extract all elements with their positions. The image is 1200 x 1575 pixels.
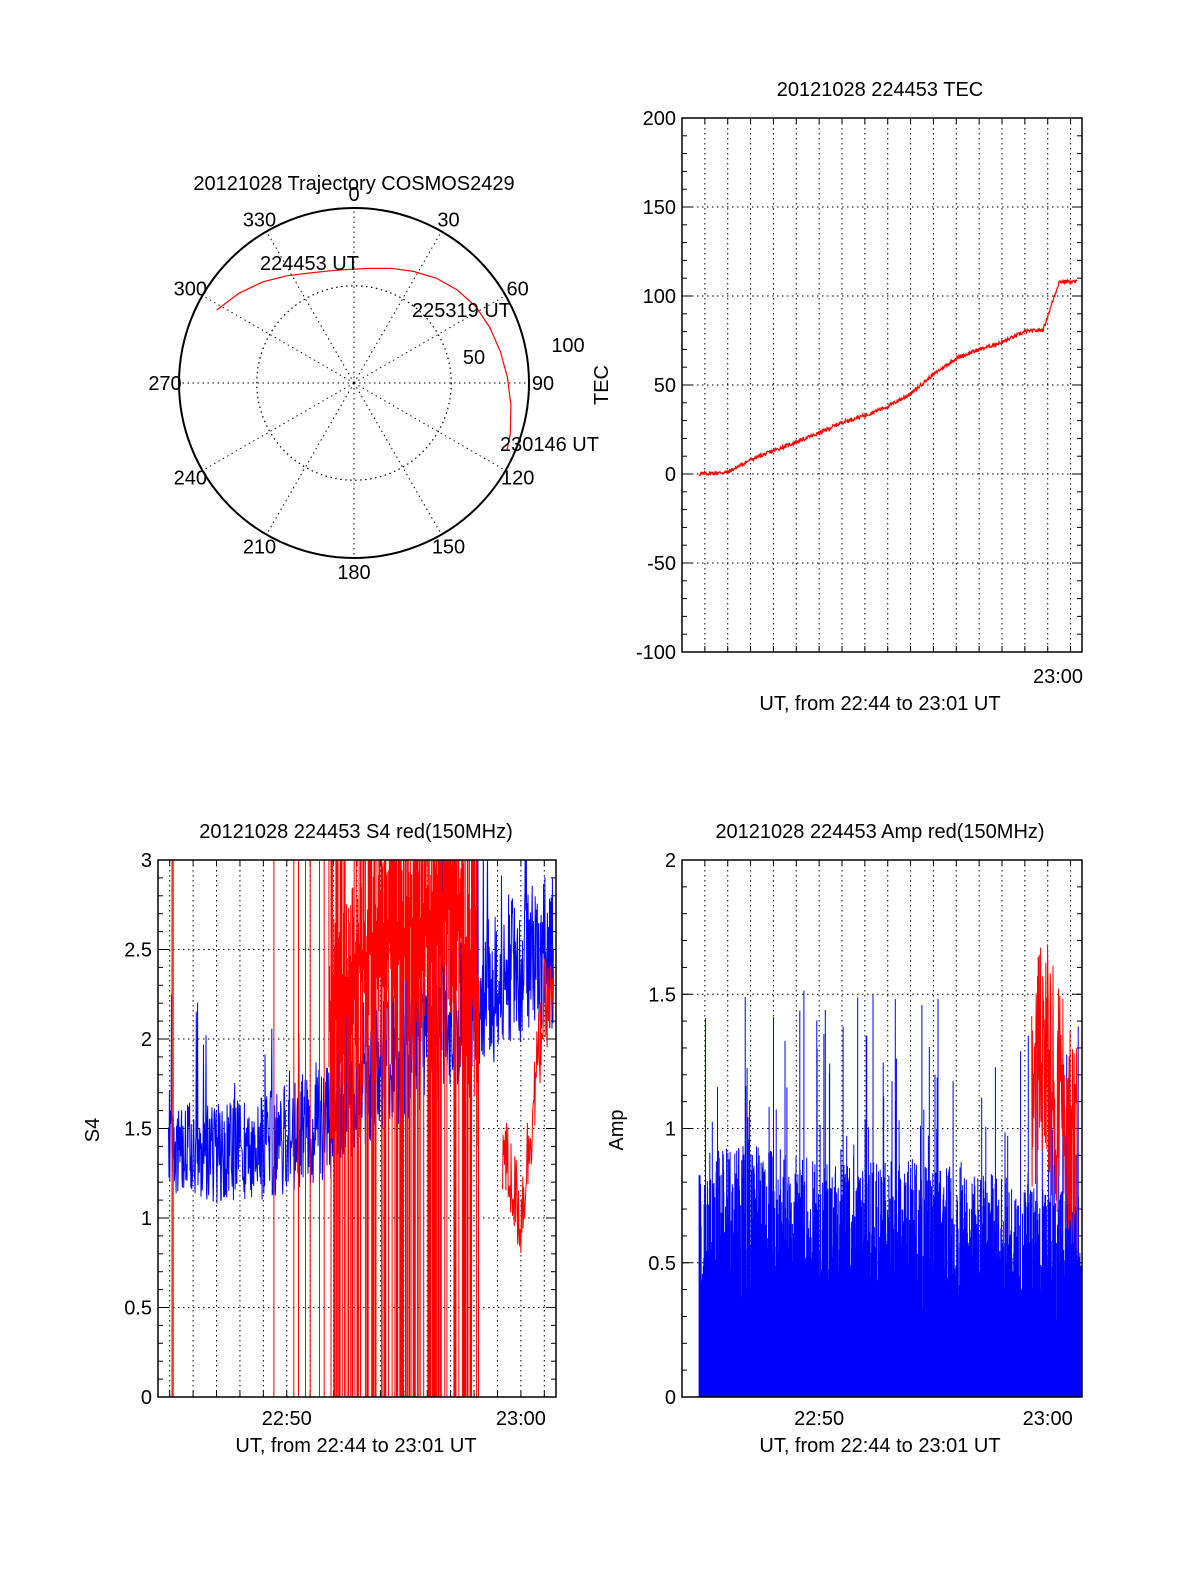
amp-x-tick-label-1: 23:00 [1023,1408,1073,1430]
tec-x-axis-label: UT, from 22:44 to 23:01 UT [759,693,1000,715]
s4-y-tick-label-3: 1.5 [124,1119,152,1141]
polar-azimuth-label-120: 120 [501,468,534,490]
amp-x-tick-labels: 22:50 23:00 [794,1408,1073,1430]
polar-azimuth-label-60: 60 [507,279,529,301]
tec-y-tick-label-4: 100 [643,286,676,308]
polar-azimuth-label-300: 300 [174,279,207,301]
s4-red-series-line [171,860,555,1397]
s4-chart: 20121028 224453 S4 red(150MHz) 0 0.5 1 1.5 2… [82,821,557,1457]
tec-y-tick-label-1: -50 [647,553,676,575]
s4-y-tick-label-2: 1 [141,1208,152,1230]
polar-azimuth-label-30: 30 [437,209,459,231]
amp-y-axis-label: Amp [606,1109,628,1150]
amp-title: 20121028 224453 Amp red(150MHz) [715,821,1044,843]
polar-azimuth-label-90: 90 [532,373,554,395]
polar-azimuth-label-0: 0 [348,184,359,206]
polar-ring-50 [256,285,452,481]
s4-x-tick-label-1: 23:00 [496,1408,546,1430]
polar-outer-circle [178,207,530,559]
tec-y-tick-label-0: -100 [636,642,676,664]
tec-plot-frame [681,117,1083,653]
polar-spoke-300 [202,295,355,384]
polar-spoke-60 [353,295,506,384]
amp-blue-series-bars [698,990,1082,1397]
polar-radius-label-100: 100 [551,335,584,357]
amp-y-tick-label-2: 1 [665,1119,676,1141]
tec-y-tick-label-6: 200 [643,108,676,130]
s4-x-tick-label-0: 22:50 [262,1408,312,1430]
polar-spoke-330 [266,231,355,384]
polar-spoke-150 [353,382,442,535]
s4-y-tick-label-0: 0 [141,1387,152,1409]
polar-trajectory-chart: 20121028 Trajectory COSMOS2429 0 30 60 90 12… [148,173,599,584]
amp-chart: 20121028 224453 Amp red(150MHz) 0 0.5 1 1.5… [606,821,1083,1457]
s4-y-axis-label: S4 [82,1118,104,1142]
amp-y-tick-label-4: 2 [665,850,676,872]
polar-azimuth-label-330: 330 [243,209,276,231]
s4-x-tick-labels: 22:50 23:00 [262,1408,546,1430]
s4-y-tick-label-6: 3 [141,850,152,872]
tec-y-tick-labels: -100 -50 0 50 100 150 200 [636,108,676,664]
s4-x-axis-label: UT, from 22:44 to 23:01 UT [235,1435,476,1457]
s4-y-tick-label-1: 0.5 [124,1298,152,1320]
polar-azimuth-labels: 0 30 60 90 120 150 180 210 240 270 300 330 [148,184,554,584]
polar-spoke-120 [353,382,506,471]
amp-y-tick-label-1: 0.5 [648,1253,676,1275]
start-time-label: 224453 UT [260,253,359,275]
tec-y-axis-label: TEC [591,365,613,405]
polar-spoke-240 [202,382,355,471]
tec-title: 20121028 224453 TEC [777,79,983,101]
tec-y-tick-label-3: 50 [654,375,676,397]
polar-azimuth-label-180: 180 [337,562,370,584]
s4-y-tick-label-5: 2.5 [124,940,152,962]
s4-title: 20121028 224453 S4 red(150MHz) [199,821,513,843]
amp-x-tick-label-0: 22:50 [794,1408,844,1430]
polar-azimuth-label-150: 150 [432,537,465,559]
amp-plot-frame [681,859,1083,1398]
polar-radius-label-50: 50 [463,347,485,369]
polar-grid [179,208,529,558]
polar-spoke-30 [353,231,442,384]
tec-grid [681,117,1082,653]
tec-y-tick-label-2: 0 [665,464,676,486]
polar-spoke-210 [266,382,355,535]
s4-y-tick-labels: 0 0.5 1 1.5 2 2.5 3 [124,850,152,1409]
tec-x-tick-label: 23:00 [1033,666,1083,688]
mid-time-label: 225319 UT [412,300,511,322]
s4-plot-frame [157,859,557,1398]
amp-y-tick-labels: 0 0.5 1 1.5 2 [648,850,676,1409]
s4-y-tick-label-4: 2 [141,1029,152,1051]
trajectory-line [216,267,512,452]
amp-x-axis-label: UT, from 22:44 to 23:01 UT [759,1435,1000,1457]
end-time-label: 230146 UT [500,434,599,456]
polar-azimuth-label-270: 270 [148,373,181,395]
tec-chart: 20121028 224453 TEC -100-50050100150200 … [591,79,1083,715]
polar-azimuth-label-210: 210 [243,537,276,559]
polar-title: 20121028 Trajectory COSMOS2429 [193,173,514,195]
polar-azimuth-label-240: 240 [174,468,207,490]
amp-y-tick-label-0: 0 [665,1387,676,1409]
amp-red-series-bars [1031,944,1078,1257]
tec-y-tick-label-5: 150 [643,197,676,219]
amp-y-tick-label-3: 1.5 [648,984,676,1006]
tec-series-line [698,278,1078,477]
